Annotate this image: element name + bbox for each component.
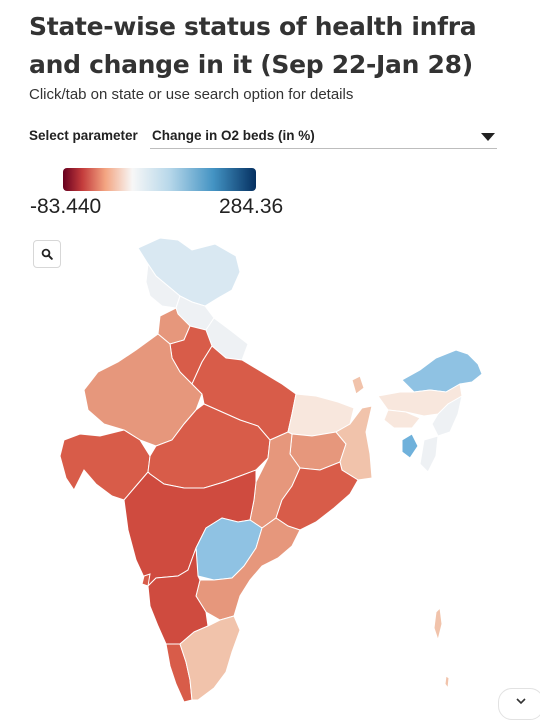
parameter-selector: Select parameter Change in O2 beds (in %…: [29, 126, 499, 152]
page-subtitle: Click/tab on state or use search option …: [29, 86, 353, 103]
state-arunachal[interactable]: [402, 350, 482, 392]
state-nicobar[interactable]: [445, 676, 449, 688]
parameter-dropdown[interactable]: Change in O2 beds (in %): [150, 126, 497, 149]
legend-zero-value: 0: [90, 195, 102, 218]
legend-min-value: -83.440: [30, 195, 101, 219]
chevron-down-icon: [515, 695, 527, 707]
state-tripura[interactable]: [402, 434, 418, 458]
dropdown-arrow-icon: [481, 133, 495, 141]
parameter-label: Select parameter: [29, 128, 138, 143]
state-andaman[interactable]: [434, 608, 442, 640]
state-sikkim[interactable]: [352, 376, 364, 394]
state-mizoram[interactable]: [420, 436, 438, 472]
collapse-button[interactable]: [498, 688, 540, 720]
page-title: State-wise status of health infra and ch…: [29, 8, 529, 84]
color-legend-bar: [63, 168, 256, 191]
parameter-selected-value: Change in O2 beds (in %): [152, 128, 315, 143]
india-map: [0, 230, 540, 703]
legend-max-value: 284.36: [219, 195, 283, 219]
